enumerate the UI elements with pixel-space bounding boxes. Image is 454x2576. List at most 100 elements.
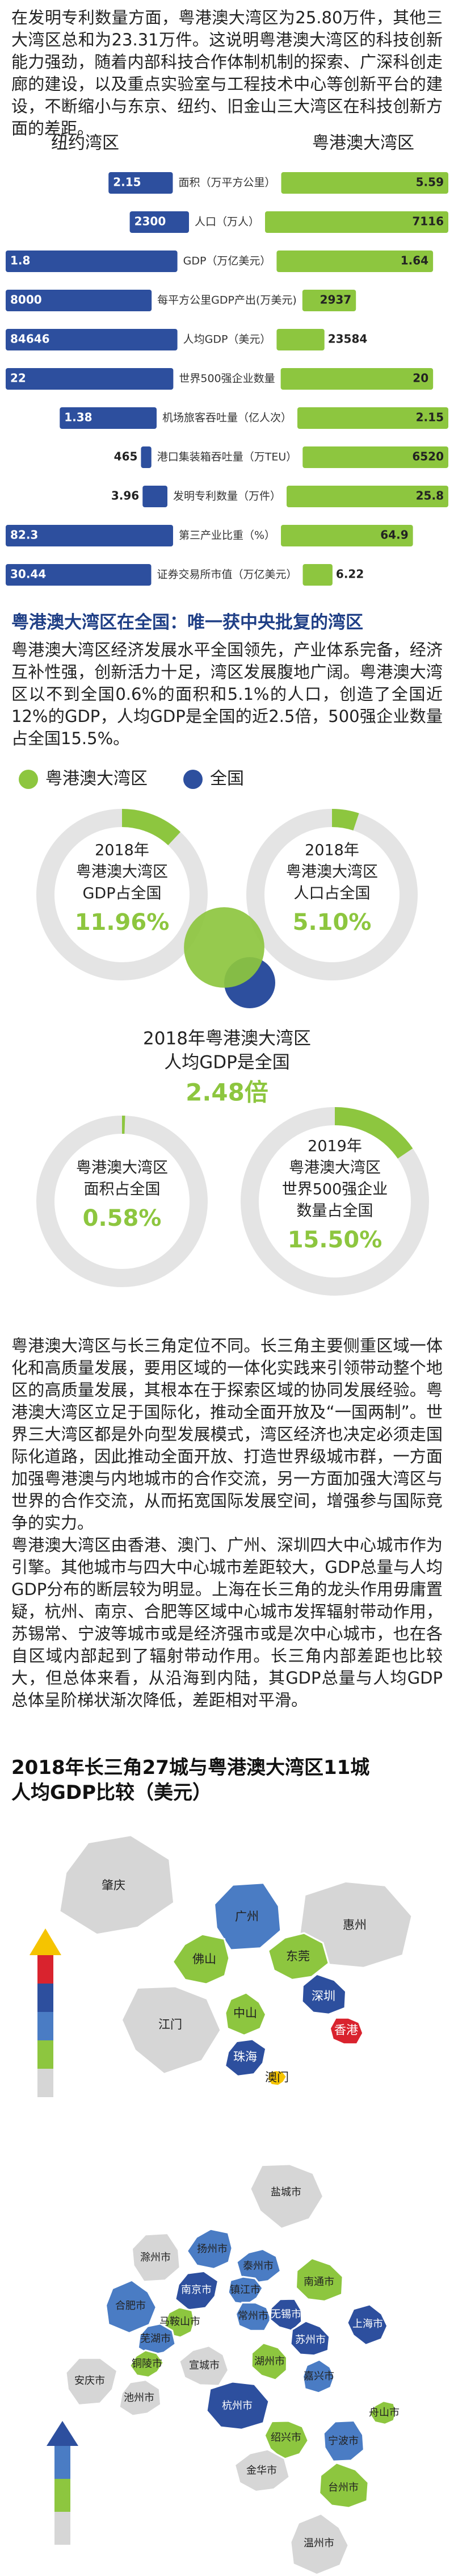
- ratio-title: 人均GDP是全国: [164, 1053, 290, 1073]
- city-region: [233, 2448, 291, 2493]
- value-label: 5.10%: [293, 909, 372, 936]
- city-region: [205, 2381, 270, 2431]
- ring-title: 粤港澳大湾区: [289, 1159, 381, 1177]
- city-label: 铜陵市: [132, 2358, 162, 2370]
- value-label: 30.44: [10, 567, 46, 581]
- city-region: [178, 2345, 230, 2387]
- value-label: 7116: [412, 215, 444, 228]
- city-region: [289, 2512, 350, 2576]
- city-region: [267, 1932, 330, 1981]
- category-label: 第三产业比重（%）: [179, 529, 275, 542]
- city-label: 合肥市: [115, 2300, 146, 2312]
- city-label: 金华市: [246, 2465, 277, 2477]
- value-label: 1.8: [10, 254, 30, 268]
- city-label: 杭州市: [222, 2400, 253, 2412]
- city-region: [118, 2379, 162, 2417]
- legend-label: 粤港澳大湾区: [312, 133, 414, 153]
- category-label: 面积（万平方公里）: [178, 177, 275, 189]
- value-label: 1.38: [64, 411, 92, 424]
- bar: [287, 486, 448, 507]
- ring-title: 数量占全国: [297, 1203, 373, 1220]
- ring-title: 粤港澳大湾区: [76, 1159, 168, 1177]
- ring-arc: [334, 1107, 413, 1159]
- value-label: 0.58%: [83, 1205, 162, 1231]
- legend-swatch: [183, 770, 203, 789]
- value-label: 2.48倍: [186, 1079, 268, 1107]
- city-label: 绍兴市: [271, 2432, 301, 2444]
- city-label: 香港: [334, 2023, 358, 2037]
- ring-arc: [121, 809, 181, 846]
- value-label: 20: [413, 371, 428, 385]
- bar: [276, 250, 434, 272]
- city-region: [249, 2163, 325, 2230]
- value-label: 2937: [320, 293, 352, 307]
- city-region: [186, 2228, 233, 2270]
- bar: [141, 446, 152, 468]
- city-region: [302, 2358, 335, 2394]
- category-label: 发明专利数量（万件）: [173, 490, 281, 503]
- city-label: 珠海: [233, 2050, 257, 2064]
- city-region: [250, 2342, 288, 2381]
- ring-title: 人口占全国: [294, 885, 371, 903]
- bar: [302, 446, 448, 468]
- map-heading: 2018年长三角27城与粤港澳大湾区11城 人均GDP比较（美元）: [11, 1755, 443, 1805]
- city-label: 滁州市: [140, 2252, 171, 2264]
- category-label: 世界500强企业数量: [179, 373, 275, 385]
- ring-arc: [331, 809, 359, 831]
- city-region: [174, 2270, 220, 2311]
- ring-title: 粤港澳大湾区: [286, 863, 378, 881]
- value-label: 11.96%: [75, 909, 170, 936]
- city-region: [65, 2357, 119, 2406]
- city-label: 江门: [158, 2018, 182, 2031]
- city-region: [120, 1985, 222, 2075]
- city-label: 深圳: [312, 1989, 335, 2003]
- category-label: 每平方公里GDP产出(万美元): [157, 294, 297, 307]
- bar: [6, 368, 174, 390]
- value-label: 5.59: [416, 176, 444, 189]
- value-label: 2300: [134, 215, 166, 228]
- city-label: 盐城市: [271, 2186, 301, 2198]
- value-label: 15.50%: [288, 1227, 382, 1253]
- bar: [6, 250, 178, 272]
- value-label: 2.15: [416, 411, 444, 424]
- ring-title: GDP占全国: [83, 885, 162, 903]
- value-label: 8000: [10, 293, 42, 307]
- bar: [6, 329, 178, 350]
- bar: [276, 329, 325, 350]
- map-heading-line: 人均GDP比较（美元）: [11, 1781, 212, 1804]
- bar: [280, 368, 434, 390]
- city-label: 广州: [235, 1910, 259, 1923]
- value-label: 25.8: [416, 489, 444, 503]
- category-label: 机场旅客吞吐量（亿人次）: [162, 412, 292, 424]
- city-region: [128, 2349, 165, 2378]
- city-region: [269, 2298, 303, 2332]
- city-label: 上海市: [352, 2318, 383, 2330]
- ring-title: 2019年: [308, 1138, 362, 1155]
- city-label: 安庆市: [74, 2375, 105, 2387]
- bar: [60, 407, 157, 429]
- city-region: [299, 1880, 413, 1969]
- legend-swatch: [19, 770, 38, 789]
- bar: [302, 290, 356, 311]
- city-label: 池州市: [124, 2392, 154, 2404]
- comparison-text: 粤港澳大湾区与长三角定位不同。长三角主要侧重区域一体化和高质量发展，要用区域的一…: [11, 1335, 443, 1711]
- legend-label: 全国: [210, 769, 244, 789]
- bar: [265, 211, 448, 233]
- city-label: 宣城市: [189, 2360, 220, 2372]
- city-label: 澳门: [265, 2070, 289, 2084]
- value-label: 465: [114, 450, 138, 464]
- city-region: [346, 2303, 389, 2347]
- bar: [142, 486, 167, 507]
- city-label: 东莞: [286, 1949, 310, 1963]
- city-region: [227, 2276, 264, 2306]
- city-label: 湖州市: [254, 2356, 285, 2368]
- city-region: [171, 1933, 230, 1985]
- paragraph: 粤港澳大湾区与长三角定位不同。长三角主要侧重区域一体化和高质量发展，要用区域的一…: [11, 1336, 443, 1533]
- ring-title: 2018年: [305, 842, 359, 859]
- city-label: 泰州市: [243, 2260, 274, 2272]
- value-label: 3.96: [111, 489, 139, 503]
- value-label: 23584: [328, 332, 368, 346]
- bar: [281, 172, 448, 194]
